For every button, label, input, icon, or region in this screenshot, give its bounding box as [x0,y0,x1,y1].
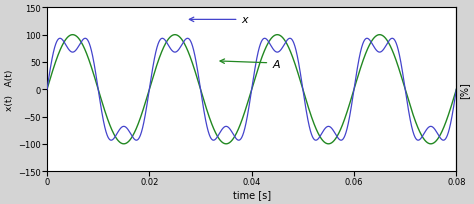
Y-axis label: [%]: [%] [459,81,469,98]
Text: $x$: $x$ [189,15,250,25]
Text: $A$: $A$ [220,58,282,70]
X-axis label: time [s]: time [s] [233,189,271,199]
Y-axis label: x(t)   A(t): x(t) A(t) [5,69,14,110]
